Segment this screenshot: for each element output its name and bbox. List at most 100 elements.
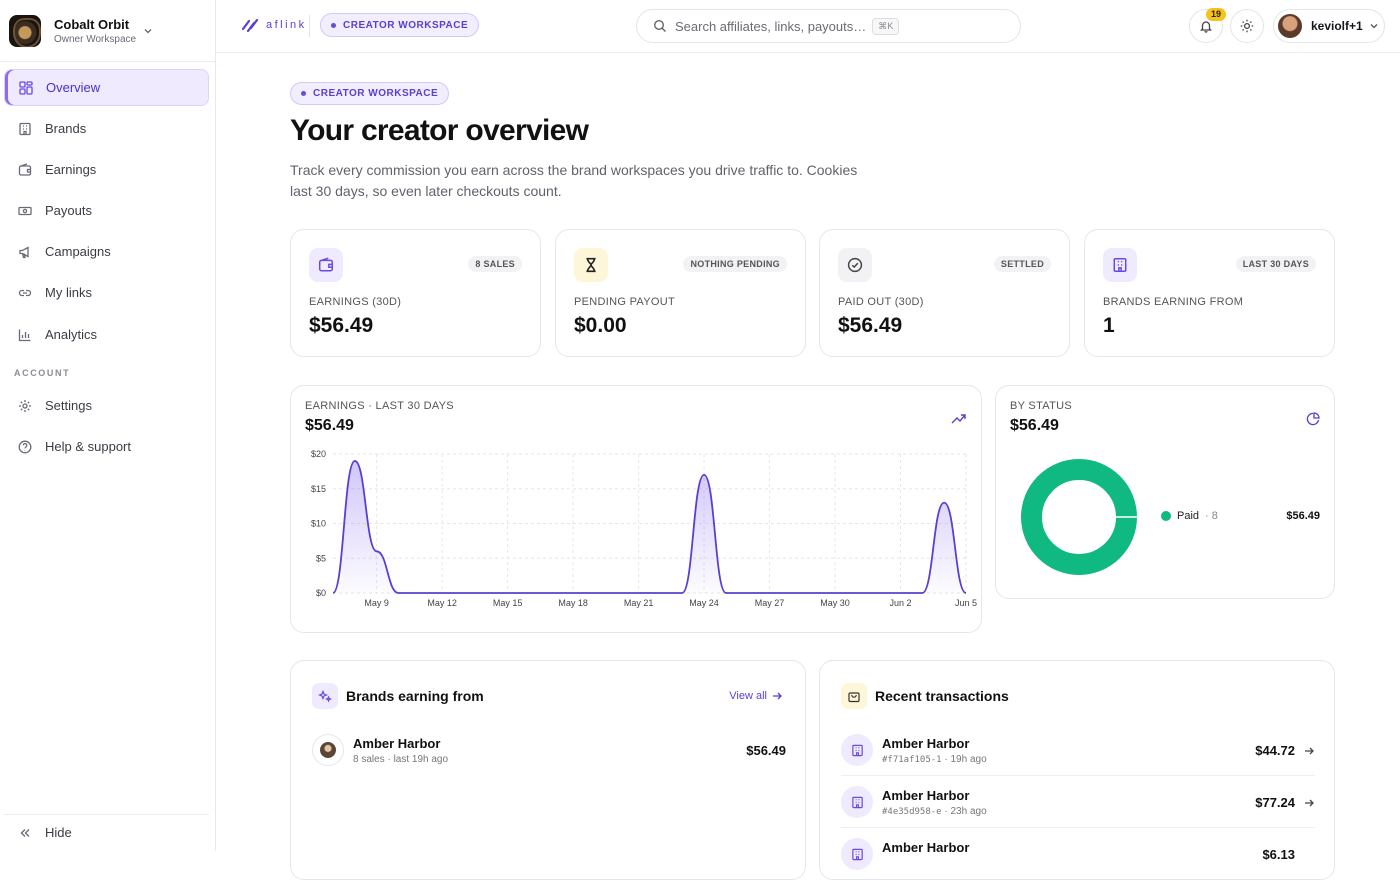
table-row[interactable]: Amber Harbor $6.13 [841, 836, 1315, 880]
check-circle-icon [847, 257, 863, 273]
legend-swatch [1161, 511, 1171, 521]
sidebar-item-settings[interactable]: Settings [4, 387, 209, 424]
x-tick-label: May 24 [689, 598, 719, 608]
earnings-area [333, 460, 966, 593]
stat-icon-box [1103, 248, 1137, 282]
chart-label: EARNINGS · LAST 30 DAYS [305, 400, 454, 412]
stat-value: $56.49 [309, 314, 374, 337]
stat-card-brands: LAST 30 DAYS BRANDS EARNING FROM 1 [1084, 229, 1335, 357]
banknote-icon [18, 206, 32, 215]
building-icon [1113, 257, 1127, 273]
stat-tag: NOTHING PENDING [683, 256, 787, 272]
theme-toggle-button[interactable] [1230, 9, 1264, 43]
stat-label: PAID OUT (30D) [838, 296, 924, 308]
sidebar-item-overview[interactable]: Overview [4, 69, 209, 106]
wallet-icon [318, 257, 334, 272]
brand-logo[interactable]: aflink [240, 16, 307, 34]
status-chart-card: BY STATUS $56.49 Paid · 8 $56.49 [995, 385, 1335, 599]
sidebar-item-help[interactable]: Help & support [4, 428, 209, 465]
brands-panel: Brands earning from View all Amber Harbo… [290, 660, 806, 880]
row-icon [841, 786, 873, 818]
list-item[interactable]: Amber Harbor 8 sales · last 19h ago $56.… [312, 734, 786, 768]
row-icon [841, 838, 873, 870]
topbar: aflink CREATOR WORKSPACE Search affiliat… [216, 0, 1400, 53]
x-tick-label: May 9 [364, 598, 389, 608]
table-row[interactable]: Amber Harbor #f71af105-1 · 19h ago $44.7… [841, 732, 1315, 776]
notification-badge: 19 [1206, 8, 1227, 21]
brand-name: aflink [266, 19, 307, 31]
stat-icon-box [309, 248, 343, 282]
hide-sidebar-button[interactable]: Hide [4, 814, 209, 851]
view-all-link[interactable]: View all [729, 690, 783, 702]
search-input[interactable]: Search affiliates, links, payouts… [675, 18, 867, 34]
pie-slice-paid [1021, 459, 1137, 575]
stat-value: $0.00 [574, 314, 627, 337]
megaphone-icon [19, 245, 29, 258]
sidebar-item-label: Analytics [45, 327, 98, 342]
user-menu[interactable]: keviolf+1 [1273, 9, 1385, 43]
page-description: Track every commission you earn across t… [290, 162, 858, 199]
transaction-id: #4e35d958-e [882, 807, 942, 817]
brand-amount: $56.49 [746, 743, 786, 758]
wallet-icon [18, 162, 32, 176]
panel-icon-box [841, 683, 867, 709]
chart-total: $56.49 [305, 417, 354, 434]
x-tick-label: May 15 [493, 598, 523, 608]
brand-meta: 8 sales · last 19h ago [353, 754, 449, 765]
transaction-brand: Amber Harbor [882, 840, 970, 855]
trending-up-icon[interactable] [951, 412, 967, 426]
chevron-down-icon [1370, 24, 1378, 29]
transactions-panel: Recent transactions Amber Harbor #f71af1… [819, 660, 1335, 880]
y-tick-label: $15 [311, 484, 326, 494]
brand-avatar [312, 734, 344, 766]
search-bar[interactable]: Search affiliates, links, payouts… ⌘K [636, 9, 1021, 43]
page-title: Your creator overview [290, 114, 589, 147]
building-icon [851, 796, 863, 808]
x-tick-label: May 27 [755, 598, 785, 608]
pie-chart-icon[interactable] [1306, 412, 1320, 426]
sidebar-item-label: Campaigns [45, 244, 111, 259]
stat-card-pending: NOTHING PENDING PENDING PAYOUT $0.00 [555, 229, 806, 357]
stat-label: EARNINGS (30D) [309, 296, 402, 308]
x-tick-label: May 30 [820, 598, 850, 608]
status-dot [301, 91, 306, 96]
transaction-time: · 19h ago [944, 754, 987, 765]
transaction-brand: Amber Harbor [882, 736, 970, 751]
stat-tag: LAST 30 DAYS [1235, 256, 1316, 272]
transaction-amount: $44.72 [1255, 743, 1295, 758]
sidebar-item-label: Settings [45, 398, 92, 413]
workspace-pill[interactable]: CREATOR WORKSPACE [320, 13, 480, 37]
sun-icon [1240, 19, 1254, 33]
shopping-bag-icon [848, 692, 860, 703]
help-circle-icon [18, 440, 32, 453]
chart-total: $56.49 [1010, 417, 1059, 434]
sidebar-item-my-links[interactable]: My links [4, 274, 209, 311]
sidebar-item-brands[interactable]: Brands [4, 110, 209, 147]
transaction-amount: $77.24 [1255, 795, 1295, 810]
transaction-brand: Amber Harbor [882, 788, 970, 803]
workspace-subtitle: Owner Workspace [54, 33, 137, 45]
sparkles-icon [318, 689, 332, 703]
stat-tag: SETTLED [993, 256, 1051, 272]
hero-workspace-pill: CREATOR WORKSPACE [290, 82, 450, 105]
legend-label: Paid [1177, 510, 1200, 522]
transaction-amount: $6.13 [1262, 847, 1295, 862]
link-icon [18, 289, 32, 296]
user-name: keviolf+1 [1311, 19, 1363, 33]
sidebar-item-payouts[interactable]: Payouts [4, 192, 209, 229]
arrow-right-icon [1305, 799, 1314, 807]
search-icon [653, 19, 666, 32]
sidebar-item-earnings[interactable]: Earnings [4, 151, 209, 188]
avatar [1278, 14, 1302, 38]
transaction-id: #f71af105-1 [882, 755, 942, 765]
section-label-account: ACCOUNT [14, 368, 71, 378]
workspace-name: Cobalt Orbit [54, 16, 130, 32]
earnings-chart-card: EARNINGS · LAST 30 DAYS $56.49 $0 $5 $10 $1… [290, 385, 982, 633]
table-row[interactable]: Amber Harbor #4e35d958-e · 23h ago $77.2… [841, 784, 1315, 828]
building-icon [851, 744, 863, 756]
workspace-switcher[interactable]: Cobalt Orbit Owner Workspace [9, 12, 209, 50]
sidebar-item-analytics[interactable]: Analytics [4, 316, 209, 353]
legend-count: · 8 [1205, 510, 1218, 522]
stat-label: PENDING PAYOUT [574, 296, 675, 308]
sidebar-item-campaigns[interactable]: Campaigns [4, 233, 209, 270]
